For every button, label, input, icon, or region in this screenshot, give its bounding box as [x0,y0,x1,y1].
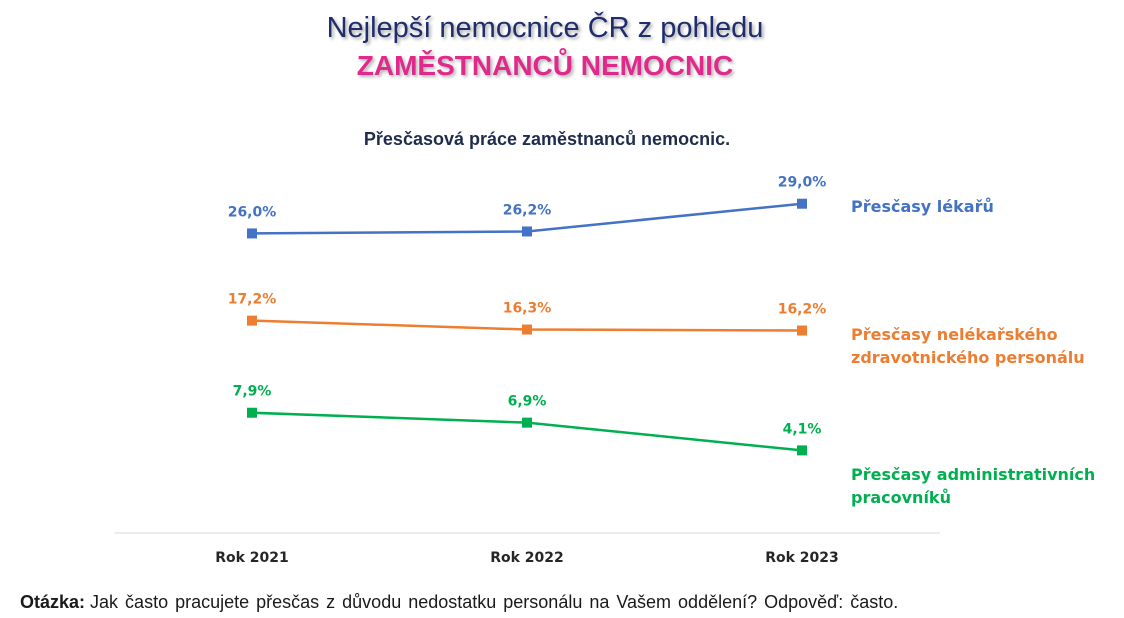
data-point-marker [797,198,807,209]
x-tick-label: Rok 2022 [490,550,564,566]
line-chart: Rok 2021 Rok 2022 Rok 2023 26,0% 26,2% 29,0% P… [115,175,1095,566]
data-label: 4,1% [783,421,822,437]
x-tick-label: Rok 2023 [765,550,839,566]
chart-title: Přesčasová práce zaměstnanců nemocnic. [363,129,731,149]
question-label: Otázka: [20,592,86,612]
data-label: 29,0% [778,175,827,191]
legend-label: pracovníků [851,488,951,507]
data-point-marker [797,445,807,456]
data-label: 17,2% [228,292,277,308]
data-label: 26,0% [228,204,277,220]
legend-label: zdravotnického personálu [851,348,1085,367]
page-subtitle: ZAMĚSTNANCŮ NEMOCNIC [356,50,734,81]
legend-label: Přesčasy lékařů [851,197,994,216]
data-label: 16,3% [503,301,552,317]
data-label: 16,2% [778,302,827,318]
data-point-marker [247,407,257,418]
legend-label: Přesčasy administrativních [851,465,1095,484]
data-point-marker [247,228,257,239]
survey-question: Otázka: Jak často pracujete přesčas z dů… [20,592,898,613]
x-tick-label: Rok 2021 [215,550,289,566]
page-title: Nejlepší nemocnice ČR z pohledu [326,12,764,44]
data-point-marker [797,325,807,336]
question-text: Jak často pracujete přesčas z důvodu ned… [90,592,899,612]
data-point-marker [247,315,257,326]
data-point-marker [522,324,532,335]
data-label: 6,9% [508,394,547,410]
data-point-marker [522,417,532,428]
data-label: 7,9% [233,384,272,400]
data-label: 26,2% [503,202,552,218]
legend-label: Přesčasy nelékařského [851,325,1058,344]
data-point-marker [522,226,532,237]
